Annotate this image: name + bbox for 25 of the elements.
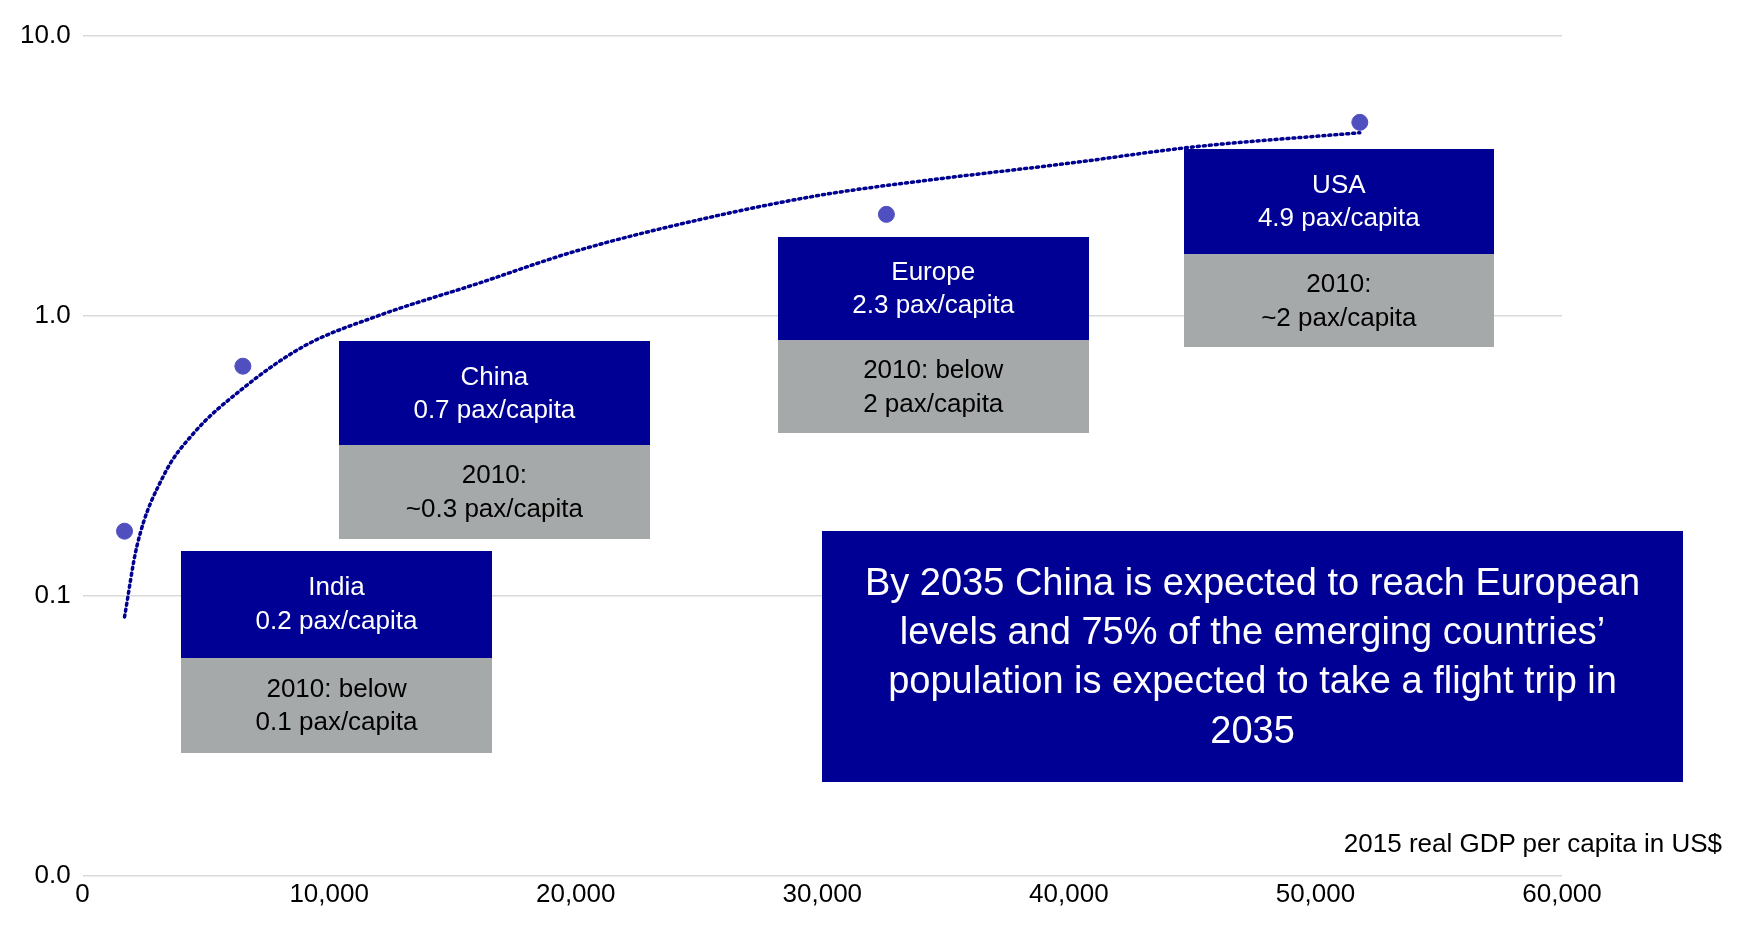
text-box: By 2035 China is expected to reach European levels and 75% of the emerging countries’ population is expected to take a flight trip in 2035 <box>822 531 1683 782</box>
y-tick-label: 0.1 <box>34 578 71 609</box>
point <box>1351 113 1369 131</box>
label-box: 2010: ~2 pax/capita <box>1183 254 1495 348</box>
label-box: 2010: below 0.1 pax/capita <box>181 657 492 753</box>
x-tick-label: 30,000 <box>782 877 863 908</box>
y-tick-label: 0.0 <box>34 858 71 889</box>
label-box: USA 4.9 pax/capita <box>1183 148 1495 254</box>
x-tick-label: 60,000 <box>1522 877 1602 908</box>
x-tick-label: 20,000 <box>535 877 616 908</box>
x-tick-label: 50,000 <box>1275 877 1356 908</box>
label-box: India 0.2 pax/capita <box>181 550 492 658</box>
point <box>116 522 134 540</box>
label-box: 2010: below 2 pax/capita <box>777 339 1089 434</box>
x-tick-label: 40,000 <box>1029 877 1109 908</box>
x-tick-label: 10,000 <box>289 877 369 908</box>
label-box: Europe 2.3 pax/capita <box>777 236 1089 340</box>
point <box>877 205 895 223</box>
label-box: China 0.7 pax/capita <box>339 341 650 446</box>
x-tick-label: 0 <box>75 877 90 908</box>
label-box: 2010: ~0.3 pax/capita <box>339 445 650 539</box>
y-tick-label: 10.0 <box>19 18 71 49</box>
y-tick-label: 1.0 <box>34 298 71 329</box>
point <box>234 357 252 375</box>
x-axis-title: 2015 real GDP per capita in US$ <box>1343 827 1722 859</box>
